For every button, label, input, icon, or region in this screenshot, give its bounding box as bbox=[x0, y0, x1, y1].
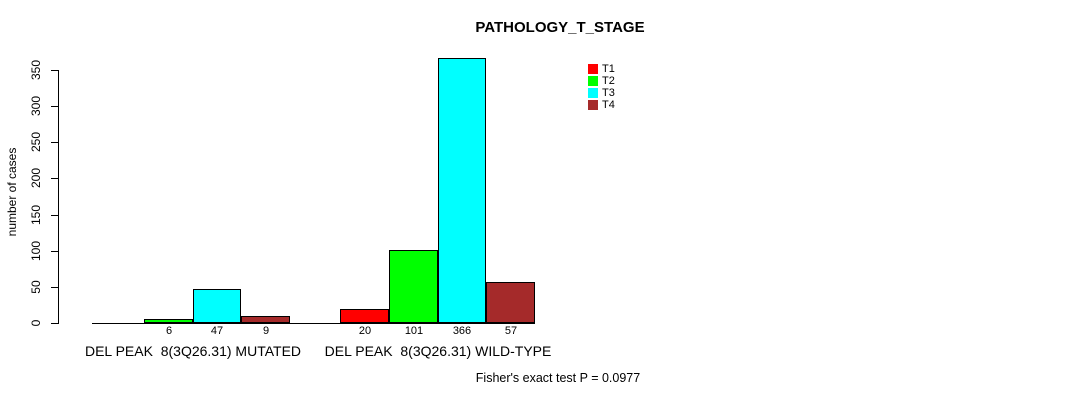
y-axis-tick bbox=[51, 251, 58, 252]
y-axis-tick-label: 100 bbox=[29, 240, 43, 262]
legend-item-t1: T1 bbox=[588, 63, 615, 75]
y-axis-tick bbox=[51, 70, 58, 71]
legend-swatch-icon bbox=[588, 76, 598, 86]
y-axis-tick-label: 350 bbox=[29, 59, 43, 81]
legend-swatch-icon bbox=[588, 88, 598, 98]
bar-value-label: 9 bbox=[262, 325, 270, 337]
y-axis-tick-label: 0 bbox=[29, 319, 43, 327]
legend-label: T2 bbox=[602, 75, 615, 87]
legend-item-t2: T2 bbox=[588, 75, 615, 87]
bar-t2-group2 bbox=[389, 250, 438, 323]
bar-value-label: 57 bbox=[504, 325, 518, 337]
annotation-text: Fisher's exact test P = 0.0977 bbox=[475, 371, 641, 385]
bar-t1-group2 bbox=[340, 309, 389, 323]
legend-label: T4 bbox=[602, 99, 615, 111]
legend-swatch-icon bbox=[588, 100, 598, 110]
legend-item-t3: T3 bbox=[588, 87, 615, 99]
y-axis-label: number of cases bbox=[5, 147, 19, 237]
y-axis-tick bbox=[51, 142, 58, 143]
y-axis-tick-label: 250 bbox=[29, 131, 43, 153]
bar-value-label: 366 bbox=[452, 325, 472, 337]
x-axis-group-label: DEL PEAK 8(3Q26.31) WILD-TYPE bbox=[324, 343, 552, 359]
y-axis-tick bbox=[51, 106, 58, 107]
bar-value-label: 47 bbox=[210, 325, 224, 337]
y-axis-tick-label: 200 bbox=[29, 167, 43, 189]
legend-label: T3 bbox=[602, 87, 615, 99]
y-axis-tick bbox=[51, 323, 58, 324]
y-axis-tick bbox=[51, 215, 58, 216]
x-axis-baseline bbox=[92, 323, 535, 324]
y-axis-tick-label: 50 bbox=[29, 280, 43, 294]
bar-t3-group1 bbox=[193, 289, 241, 323]
bar-value-label: 101 bbox=[404, 325, 424, 337]
legend-label: T1 bbox=[602, 63, 615, 75]
legend-item-t4: T4 bbox=[588, 99, 615, 111]
x-axis-group-label: DEL PEAK 8(3Q26.31) MUTATED bbox=[84, 343, 302, 359]
legend: T1 T2 T3 T4 bbox=[588, 64, 615, 112]
y-axis-line bbox=[58, 70, 59, 324]
y-axis-tick bbox=[51, 287, 58, 288]
bar-t2-group1 bbox=[144, 319, 193, 323]
y-axis-tick-label: 150 bbox=[29, 204, 43, 226]
bar-value-label: 6 bbox=[165, 325, 173, 337]
legend-swatch-icon bbox=[588, 64, 598, 74]
bar-t4-group2 bbox=[486, 282, 535, 323]
bar-value-label: 20 bbox=[358, 325, 372, 337]
y-axis-tick-label: 300 bbox=[29, 95, 43, 117]
chart-title: PATHOLOGY_T_STAGE bbox=[475, 19, 645, 36]
bar-t3-group2 bbox=[438, 58, 486, 323]
y-axis-tick bbox=[51, 178, 58, 179]
bar-t4-group1 bbox=[241, 316, 290, 323]
